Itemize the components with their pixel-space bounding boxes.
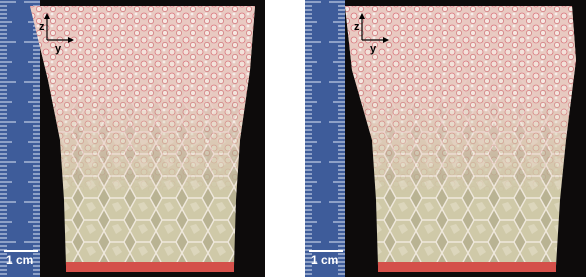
axis-label-y: y — [55, 43, 62, 55]
sample-base — [378, 262, 556, 272]
arrowhead — [68, 37, 74, 43]
foam-fine — [30, 6, 255, 266]
scale-label: 1 cm — [311, 253, 338, 267]
arrowhead — [383, 37, 389, 43]
foam-fine — [345, 6, 576, 266]
axis-label-z: z — [39, 21, 45, 33]
panel: zy 1 cm — [305, 0, 586, 277]
panel: zy 1 cm — [0, 0, 265, 277]
arrowhead — [359, 13, 365, 19]
axis-label-z: z — [354, 21, 360, 33]
sample-base — [66, 262, 234, 272]
axis-label-y: y — [370, 43, 377, 55]
scale-label: 1 cm — [6, 253, 33, 267]
arrowhead — [44, 13, 50, 19]
